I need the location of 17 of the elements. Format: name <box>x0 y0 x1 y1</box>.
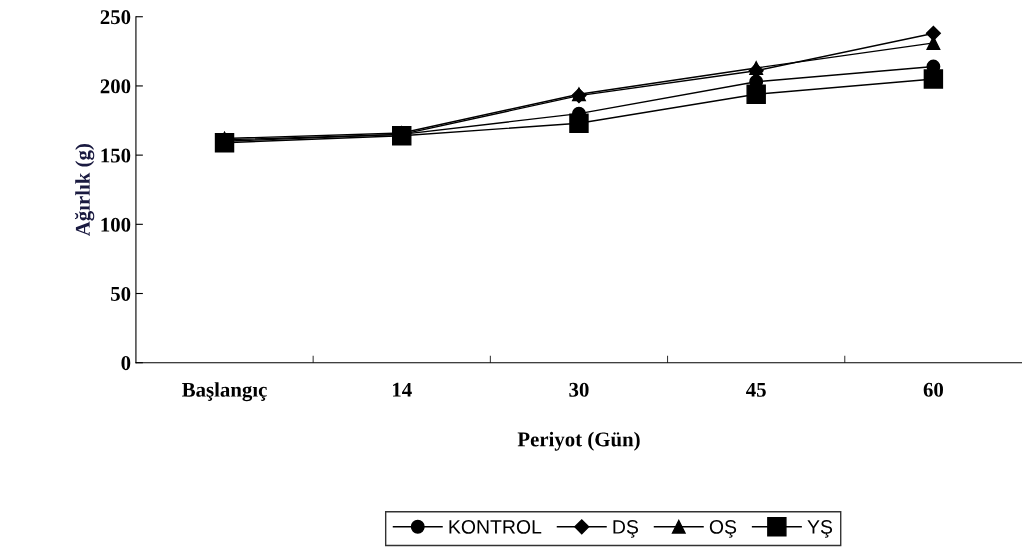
y-axis-title: Ağırlık (g) <box>74 144 95 237</box>
y-tick-label: 100 <box>101 217 131 232</box>
legend-label: DŞ <box>613 520 639 538</box>
x-tick-label: 14 <box>393 382 412 397</box>
y-tick-label: 250 <box>100 10 131 25</box>
legend-label: KONTROL <box>449 520 542 534</box>
legend-label: OŞ <box>709 520 737 538</box>
legend-label: YŞ <box>807 520 833 538</box>
x-tick-label: Başlangıç <box>182 382 267 402</box>
y-tick-label: 0 <box>121 356 131 371</box>
x-tick-label: 60 <box>923 382 944 397</box>
x-tick-label: 45 <box>746 382 766 397</box>
y-tick-label: 200 <box>100 79 131 94</box>
y-tick-label: 50 <box>111 286 131 301</box>
y-tick-label: 150 <box>101 148 131 163</box>
x-axis-title: Periyot (Gün) <box>517 431 640 451</box>
x-tick-label: 30 <box>569 382 589 397</box>
